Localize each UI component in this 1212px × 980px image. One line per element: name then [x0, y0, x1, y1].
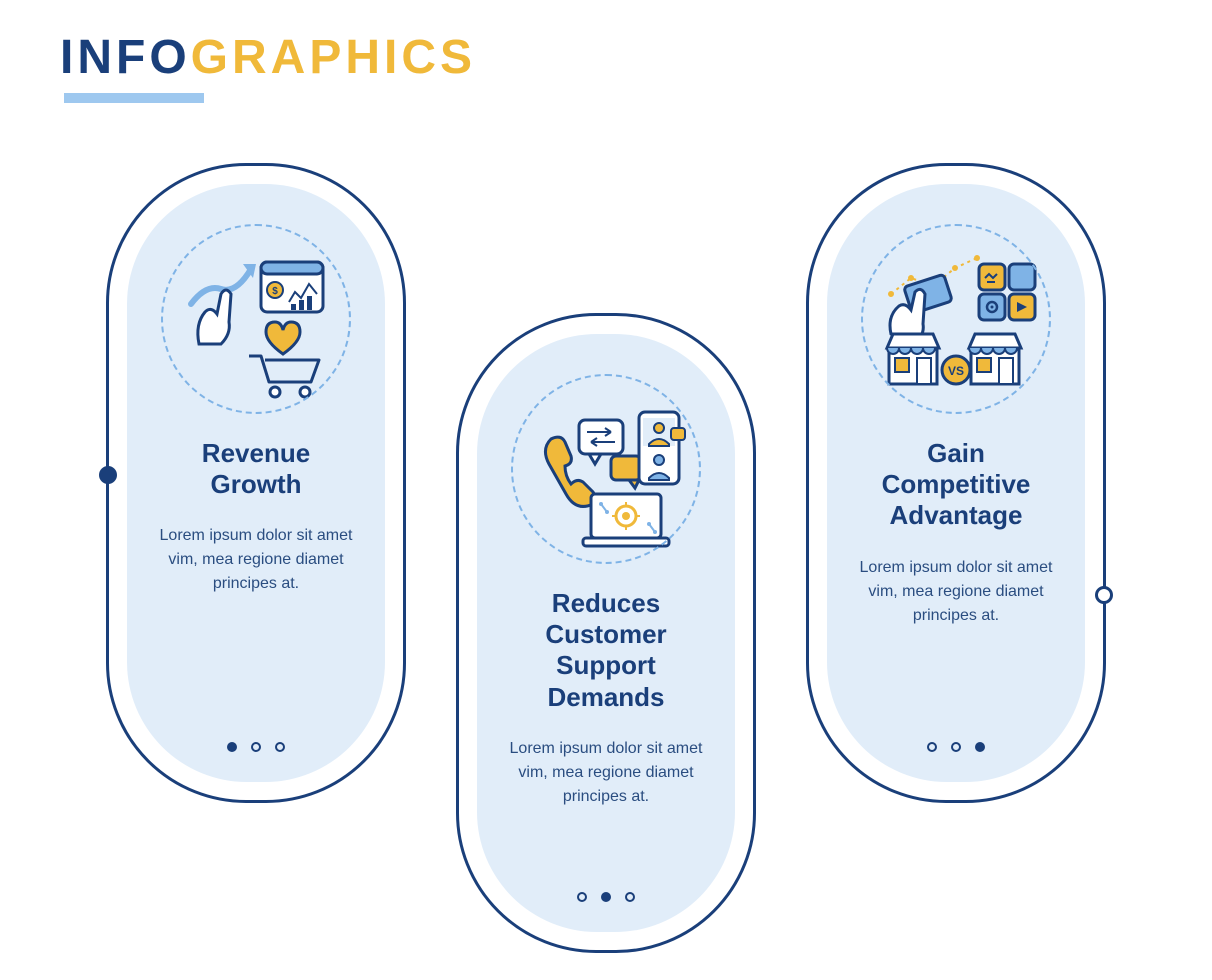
card-frame: Reduces Customer Support Demands Lorem i…	[456, 313, 756, 953]
title-underline	[64, 93, 204, 103]
card-body: Lorem ipsum dolor sit amet vim, mea regi…	[503, 737, 709, 809]
page-title: INFOGRAPHICS	[60, 30, 1152, 85]
pager-dots	[577, 892, 635, 902]
dot-3	[975, 742, 985, 752]
pager-dots	[227, 742, 285, 752]
card-body: Lorem ipsum dolor sit amet vim, mea regi…	[853, 556, 1059, 628]
dot-1	[927, 742, 937, 752]
connector-node-right	[1095, 586, 1113, 604]
cards-row: $ Revenue Growth Lorem ipsum dolor sit a…	[60, 163, 1152, 953]
card-competitive-advantage: VS Gain Competitive Advantage Lorem ipsu…	[806, 163, 1106, 803]
card-panel: Reduces Customer Support Demands Lorem i…	[477, 334, 735, 932]
growth-chart-cart-icon: $	[161, 224, 351, 414]
card-revenue-growth: $ Revenue Growth Lorem ipsum dolor sit a…	[106, 163, 406, 803]
title-part-graphics: GRAPHICS	[191, 31, 476, 84]
dot-2	[951, 742, 961, 752]
card-panel: VS Gain Competitive Advantage Lorem ipsu…	[827, 184, 1085, 782]
card-body: Lorem ipsum dolor sit amet vim, mea regi…	[153, 524, 359, 596]
dot-1	[227, 742, 237, 752]
dot-1	[577, 892, 587, 902]
card-frame: VS Gain Competitive Advantage Lorem ipsu…	[806, 163, 1106, 803]
dot-3	[275, 742, 285, 752]
title-part-info: INFO	[60, 31, 191, 84]
support-phone-laptop-icon	[511, 374, 701, 564]
dot-2	[251, 742, 261, 752]
dot-2	[601, 892, 611, 902]
card-title: Reduces Customer Support Demands	[503, 588, 709, 713]
pager-dots	[927, 742, 985, 752]
card-reduces-support: Reduces Customer Support Demands Lorem i…	[456, 163, 756, 953]
header: INFOGRAPHICS	[60, 30, 1152, 103]
card-title: Revenue Growth	[153, 438, 359, 500]
card-panel: $ Revenue Growth Lorem ipsum dolor sit a…	[127, 184, 385, 782]
card-title: Gain Competitive Advantage	[853, 438, 1059, 532]
dot-3	[625, 892, 635, 902]
connector-node-left	[99, 466, 117, 484]
stores-vs-apps-icon: VS	[861, 224, 1051, 414]
card-frame: $ Revenue Growth Lorem ipsum dolor sit a…	[106, 163, 406, 803]
